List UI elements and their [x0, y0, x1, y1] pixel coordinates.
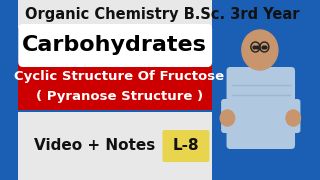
- FancyBboxPatch shape: [163, 130, 209, 162]
- Circle shape: [286, 110, 300, 126]
- Text: Cyclic Structure Of Fructose: Cyclic Structure Of Fructose: [14, 69, 224, 82]
- Bar: [18, 62, 221, 110]
- FancyBboxPatch shape: [227, 67, 295, 149]
- Text: Carbohydrates: Carbohydrates: [22, 35, 207, 55]
- Bar: [18, 112, 307, 180]
- FancyBboxPatch shape: [18, 24, 212, 67]
- Circle shape: [242, 30, 278, 70]
- Bar: [253, 63, 266, 75]
- Text: ( Pyranose Structure ): ( Pyranose Structure ): [36, 89, 203, 102]
- Bar: [18, 0, 307, 28]
- Bar: [212, 0, 307, 180]
- FancyBboxPatch shape: [221, 99, 300, 133]
- Text: Organic Chemistry B.Sc. 3rd Year: Organic Chemistry B.Sc. 3rd Year: [25, 6, 300, 21]
- Circle shape: [220, 110, 235, 126]
- Text: Video + Notes: Video + Notes: [34, 138, 156, 154]
- Text: L-8: L-8: [172, 138, 199, 154]
